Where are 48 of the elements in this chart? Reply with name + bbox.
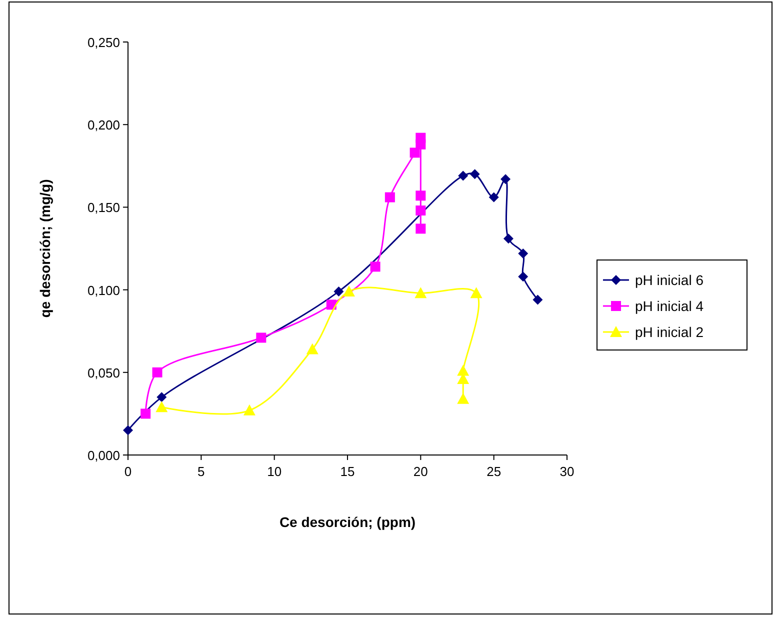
y-axis-title: qe desorción; (mg/g) [37, 179, 53, 318]
legend-label: pH inicial 4 [635, 298, 704, 314]
y-tick-label: 0,150 [87, 200, 120, 216]
point [518, 272, 528, 282]
point [156, 401, 168, 412]
point [503, 234, 514, 244]
point [532, 294, 543, 305]
x-axis-title: Ce desorción; (ppm) [279, 514, 416, 530]
point [416, 206, 426, 216]
x-tick-label: 30 [560, 464, 574, 479]
point [152, 367, 162, 378]
point [518, 248, 528, 258]
x-tick-label: 15 [340, 464, 355, 479]
legend-label: pH inicial 2 [635, 324, 704, 340]
y-tick-label: 0,250 [87, 35, 120, 50]
y-tick-label: 0,050 [87, 365, 120, 380]
x-tick-label: 5 [198, 464, 205, 479]
point [384, 192, 395, 202]
point [306, 343, 318, 354]
point [416, 139, 426, 150]
point [488, 192, 499, 202]
x-tick-label: 25 [486, 464, 502, 479]
x-tick-label: 0 [124, 464, 132, 479]
point [458, 170, 468, 181]
point [123, 425, 133, 436]
x-tick-label: 10 [267, 464, 282, 479]
point [342, 285, 355, 296]
point [410, 148, 420, 158]
point [457, 364, 470, 376]
x-tick-label: 20 [413, 464, 428, 479]
point [500, 174, 511, 184]
point [140, 408, 151, 419]
y-tick-label: 0,000 [87, 448, 120, 463]
y-tick-label: 0,100 [87, 282, 120, 298]
point [370, 262, 380, 272]
point [416, 224, 426, 234]
point [416, 190, 426, 201]
legend-label: pH inicial 6 [635, 272, 704, 288]
point [256, 332, 266, 343]
point [334, 286, 344, 296]
point [470, 169, 480, 180]
point [470, 287, 482, 298]
point [457, 392, 470, 404]
point [414, 287, 427, 298]
point [326, 300, 336, 310]
y-tick-label: 0,200 [87, 118, 120, 133]
point [156, 392, 167, 402]
point [243, 404, 256, 416]
